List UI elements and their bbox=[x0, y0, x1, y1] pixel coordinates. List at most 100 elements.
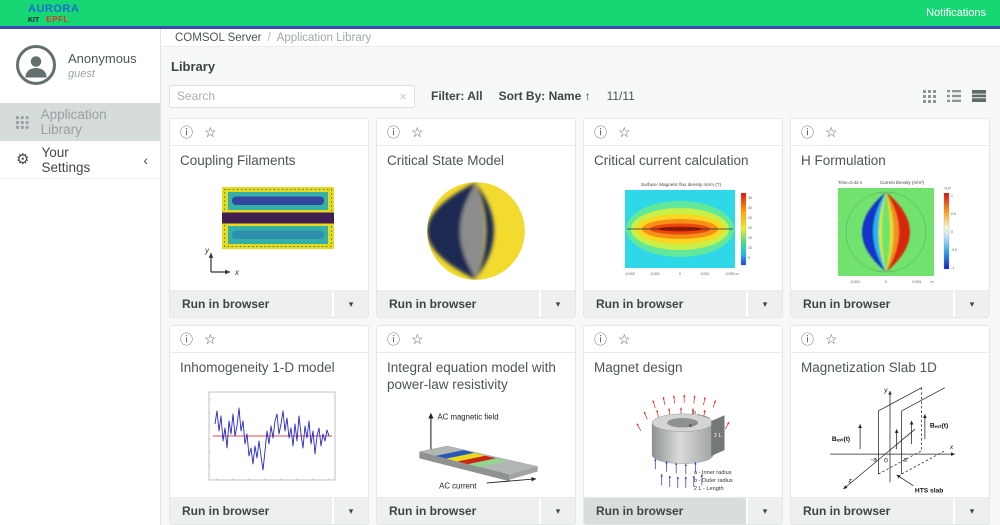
info-icon[interactable]: ⓘ bbox=[180, 331, 194, 347]
gear-icon: ⚙ bbox=[16, 151, 30, 168]
app-title: Integral equation model with power-law r… bbox=[387, 360, 556, 392]
app-title: Critical State Model bbox=[387, 153, 505, 168]
star-icon[interactable]: ☆ bbox=[618, 331, 631, 347]
colorbar-tick: 20 bbox=[748, 226, 752, 230]
breadcrumb-current: Application Library bbox=[276, 31, 372, 44]
app-card-magnetization-slab-1d: ⓘ ☆ Magnetization Slab 1D bbox=[790, 325, 990, 525]
app-thumbnail: x y z 0 -a a Bₑₓₜ(t) Bₑₓₜ(t) HTS slab bbox=[791, 379, 989, 497]
legend-inner-radius: a - Inner radius bbox=[694, 470, 732, 476]
app-thumbnail: AC magnetic field AC current bbox=[377, 396, 575, 497]
x-tick: -0.001 bbox=[850, 280, 860, 284]
tape-model-figure: AC magnetic field AC current bbox=[418, 413, 538, 491]
user-name: Anonymous bbox=[68, 50, 137, 66]
run-options-caret[interactable]: ▾ bbox=[541, 498, 575, 524]
star-icon[interactable]: ☆ bbox=[825, 331, 838, 347]
run-in-browser-button[interactable]: Run in browser bbox=[584, 291, 746, 317]
run-in-browser-button[interactable]: Run in browser bbox=[377, 291, 539, 317]
run-options-caret[interactable]: ▾ bbox=[541, 291, 575, 317]
run-options-caret[interactable]: ▾ bbox=[748, 498, 782, 524]
search-clear-icon[interactable]: × bbox=[399, 88, 407, 104]
compact-view-icon[interactable] bbox=[972, 90, 986, 102]
search-input[interactable] bbox=[177, 89, 394, 103]
star-icon[interactable]: ☆ bbox=[204, 124, 217, 140]
sort-control[interactable]: Sort By: Name ↑ bbox=[499, 89, 591, 103]
app-logo: AURORA KIT EPFL bbox=[28, 2, 80, 25]
breadcrumb: COMSOL Server / Application Library bbox=[161, 29, 1000, 47]
filter-control[interactable]: Filter: All bbox=[431, 89, 483, 103]
application-grid: ⓘ ☆ Coupling Filaments bbox=[169, 118, 990, 525]
breadcrumb-separator: / bbox=[267, 31, 271, 44]
info-icon[interactable]: ⓘ bbox=[594, 124, 608, 140]
result-count: 11/11 bbox=[606, 89, 635, 103]
plot-title: Surface: Magnetic flux density norm (T) bbox=[641, 182, 722, 187]
grid-view-icon[interactable] bbox=[923, 89, 936, 103]
b-ext-left-label: Bₑₓₜ(t) bbox=[832, 436, 850, 443]
colorbar-exponent: ×10⁸ bbox=[944, 186, 952, 190]
run-options-caret[interactable]: ▾ bbox=[334, 498, 368, 524]
info-icon[interactable]: ⓘ bbox=[801, 331, 815, 347]
time-label: Time=0.42 s bbox=[838, 180, 863, 185]
label-2l: 2 L bbox=[714, 433, 722, 439]
top-bar: AURORA KIT EPFL Notifications bbox=[0, 0, 1000, 26]
app-thumbnail bbox=[170, 379, 368, 497]
origin-label: 0 bbox=[884, 458, 888, 465]
info-icon[interactable]: ⓘ bbox=[594, 331, 608, 347]
current-density-figure: Time=0.42 s Current Density (A/m²) bbox=[836, 180, 957, 284]
colorbar-tick: 30 bbox=[748, 206, 752, 210]
colorbar-tick: 25 bbox=[748, 216, 752, 220]
app-thumbnail: Time=0.42 s Current Density (A/m²) bbox=[791, 172, 989, 290]
axis-y-label: y bbox=[204, 246, 210, 255]
list-view-icon[interactable] bbox=[947, 90, 961, 102]
info-icon[interactable]: ⓘ bbox=[387, 124, 401, 140]
run-options-caret[interactable]: ▾ bbox=[955, 291, 989, 317]
x-tick: 0 bbox=[885, 280, 887, 284]
run-options-caret[interactable]: ▾ bbox=[334, 291, 368, 317]
coupling-filaments-figure: y x bbox=[204, 186, 334, 277]
x-unit: m bbox=[736, 272, 739, 276]
star-icon[interactable]: ☆ bbox=[411, 331, 424, 347]
app-card-inhomogeneity-1d-model: ⓘ ☆ Inhomogeneity 1-D model bbox=[169, 325, 369, 525]
star-icon[interactable]: ☆ bbox=[411, 124, 424, 140]
sort-ascending-icon: ↑ bbox=[584, 89, 591, 103]
hts-slab-label: HTS slab bbox=[915, 488, 943, 495]
star-icon[interactable]: ☆ bbox=[825, 124, 838, 140]
run-in-browser-button[interactable]: Run in browser bbox=[377, 498, 539, 524]
logo-aurora: AURORA bbox=[28, 3, 80, 15]
chevron-left-icon[interactable]: ‹ bbox=[143, 151, 148, 168]
main-area: COMSOL Server / Application Library Libr… bbox=[161, 29, 1000, 525]
colorbar-tick: 0 bbox=[951, 230, 953, 234]
star-icon[interactable]: ☆ bbox=[204, 331, 217, 347]
grid-icon bbox=[16, 115, 29, 129]
star-icon[interactable]: ☆ bbox=[618, 124, 631, 140]
run-in-browser-button[interactable]: Run in browser bbox=[170, 498, 332, 524]
sidebar-item-label: Application Library bbox=[40, 107, 107, 137]
x-tick: -0.002 bbox=[625, 272, 635, 276]
axis-x-label: x bbox=[949, 445, 954, 452]
sidebar-item-label: Your Settings bbox=[41, 144, 91, 175]
sidebar-item-your-settings[interactable]: ⚙ Your Settings ‹ bbox=[0, 141, 160, 179]
colorbar-tick: 35 bbox=[748, 196, 752, 200]
info-icon[interactable]: ⓘ bbox=[387, 331, 401, 347]
run-in-browser-button[interactable]: Run in browser bbox=[791, 291, 953, 317]
run-in-browser-button[interactable]: Run in browser bbox=[584, 498, 746, 524]
run-options-caret[interactable]: ▾ bbox=[955, 498, 989, 524]
app-card-critical-state-model: ⓘ ☆ Critical State Model bbox=[376, 118, 576, 318]
run-options-caret[interactable]: ▾ bbox=[748, 291, 782, 317]
app-title: Magnet design bbox=[594, 360, 683, 375]
info-icon[interactable]: ⓘ bbox=[180, 124, 194, 140]
b-ext-right-label: Bₑₓₜ(t) bbox=[930, 423, 948, 430]
run-in-browser-button[interactable]: Run in browser bbox=[170, 291, 332, 317]
x-tick: 0.002 bbox=[726, 272, 735, 276]
info-icon[interactable]: ⓘ bbox=[801, 124, 815, 140]
notifications-link[interactable]: Notifications bbox=[926, 7, 986, 19]
colorbar-tick: -1 bbox=[951, 266, 954, 270]
sidebar-item-application-library[interactable]: Application Library bbox=[0, 103, 160, 141]
app-thumbnail bbox=[377, 172, 575, 290]
run-in-browser-button[interactable]: Run in browser bbox=[791, 498, 953, 524]
breadcrumb-comsol-server[interactable]: COMSOL Server bbox=[175, 31, 262, 44]
x-unit: m bbox=[931, 280, 934, 284]
logo-epfl: EPFL bbox=[46, 15, 69, 24]
x-tick: 0.001 bbox=[913, 280, 922, 284]
pos-a-label: a bbox=[903, 457, 907, 464]
axis-x-label: x bbox=[234, 268, 240, 277]
